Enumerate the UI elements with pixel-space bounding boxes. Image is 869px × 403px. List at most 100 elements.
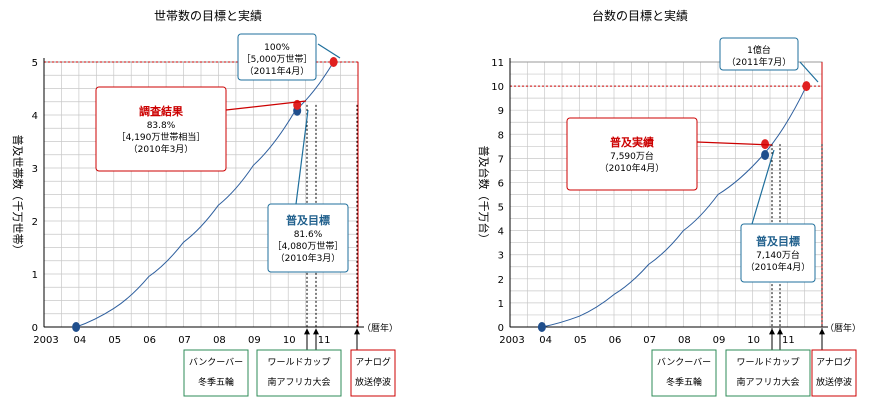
y-tick-label: 6: [498, 178, 504, 189]
x-tick-label: 2003: [499, 335, 524, 346]
x-tick-label: 07: [643, 335, 656, 346]
goal-callout-line: （2011年7月）: [727, 56, 792, 68]
x-tick-label: 07: [178, 335, 191, 346]
event-label: 冬季五輪: [666, 376, 702, 388]
y-tick-label: 11: [491, 58, 504, 69]
y-tick-label: 5: [32, 58, 38, 69]
y-axis-label: 普及世帯数（千万世帯）: [11, 135, 25, 256]
start-marker: [537, 322, 546, 332]
y-tick-label: 5: [498, 203, 504, 214]
target-callout: 普及目標 81.6%［4,080万世帯］（2010年3月）: [267, 109, 349, 273]
x-tick-label: 05: [108, 335, 121, 346]
event-label: アナログ: [355, 356, 391, 368]
x-tick-label: 10: [747, 335, 760, 346]
target-callout-line: 普及目標: [286, 213, 330, 227]
households-chart: 世帯数の目標と実績 0 1 2 3 4 5 2003 04 05 06 07 08 09 10 11 （暦年） 普…: [11, 8, 398, 397]
goal-marker: [329, 57, 338, 67]
survey-callout-pointer: [696, 141, 773, 146]
survey-callout-line: 普及実績: [610, 135, 654, 149]
target-marker: [761, 149, 770, 160]
x-unit-label: （暦年）: [362, 322, 398, 334]
y-tick-label: 1: [32, 270, 38, 281]
event-box-frame: [811, 349, 857, 397]
target-callout-line: 81.6%: [294, 230, 323, 240]
goal-callout-box: [719, 37, 799, 71]
event-label: アナログ: [816, 356, 852, 368]
survey-callout-line: （2010年3月）: [129, 143, 194, 155]
event-box-frame: [256, 349, 342, 397]
event-label: ワールドカップ: [736, 357, 799, 368]
y-tick-label: 10: [491, 82, 504, 93]
x-tick-label: 11: [318, 335, 331, 346]
target-callout-box: [267, 203, 349, 273]
y-tick-label: 9: [498, 106, 504, 117]
y-tick-label: 2: [498, 275, 504, 286]
event-box-frame: [651, 349, 717, 397]
goal-callout-line: 100%: [264, 43, 290, 53]
target-callout-line: 7,140万台: [756, 249, 800, 261]
series-line: [75, 61, 335, 328]
y-tick-label: 0: [498, 323, 504, 334]
x-tick-label: 11: [782, 335, 795, 346]
y-tick-label: 0: [32, 323, 38, 334]
event-label: バンクーバー: [657, 357, 711, 368]
event-label: 放送停波: [355, 376, 391, 388]
event-label: 放送停波: [816, 376, 852, 388]
x-tick-label: 06: [609, 335, 622, 346]
x-tick-label: 09: [713, 335, 726, 346]
survey-callout-pointer: [225, 100, 307, 111]
target-callout-line: （2010年3月）: [276, 252, 341, 264]
start-marker: [72, 322, 81, 332]
event-label: 南アフリカ大会: [267, 376, 330, 388]
x-tick-label: 2003: [33, 335, 58, 346]
event-box-frame: [183, 349, 249, 397]
target-callout-box: [740, 223, 816, 283]
y-tick-label: 8: [498, 130, 504, 141]
target-callout-pointer: [751, 149, 775, 225]
goal-callout-pointer: [799, 61, 819, 83]
x-tick-label: 05: [574, 335, 587, 346]
survey-callout-box: [95, 86, 227, 172]
grid: [509, 61, 823, 328]
chart-title: 世帯数の目標と実績: [154, 8, 262, 23]
target-callout-pointer: [295, 109, 309, 205]
x-tick-label: 10: [283, 335, 296, 346]
survey-callout-line: 7,590万台: [610, 150, 654, 162]
y-tick-label: 3: [498, 251, 504, 262]
survey-callout-line: （2010年4月）: [600, 162, 665, 174]
event-label: ワールドカップ: [267, 357, 330, 368]
y-tick-label: 7: [498, 154, 504, 165]
survey-callout-line: 83.8%: [147, 121, 176, 131]
goal-callout-line: ［5,000万世帯］: [242, 53, 313, 65]
survey-callout-box: [566, 117, 698, 191]
survey-callout: 調査結果 83.8%［4,190万世帯相当］（2010年3月）: [95, 86, 307, 172]
x-unit-label: （暦年）: [825, 322, 861, 334]
x-tick-label: 04: [74, 335, 87, 346]
survey-callout-line: 調査結果: [139, 104, 183, 118]
x-tick-label: 06: [143, 335, 156, 346]
x-tick-label: 09: [248, 335, 261, 346]
units-chart: 台数の目標と実績 0 1 2 3 4 5 6 7 8 9 10 11 2003 04 05 06 07 08 09 10…: [477, 8, 861, 397]
y-tick-label: 1: [498, 299, 504, 310]
event-label: 冬季五輪: [198, 376, 234, 388]
event-label: バンクーバー: [189, 357, 243, 368]
goal-callout-pointer: [317, 43, 341, 59]
y-tick-label: 4: [498, 227, 504, 238]
target-callout-line: ［4,080万世帯］: [273, 240, 344, 252]
goal-callout: 100%［5,000万世帯］（2011年4月）: [237, 33, 341, 81]
y-tick-label: 3: [32, 164, 38, 175]
goal-marker: [802, 81, 811, 92]
goal-callout-box: [237, 33, 317, 81]
target-callout-line: （2010年4月）: [746, 261, 811, 273]
target-callout-line: 普及目標: [756, 234, 800, 248]
chart-title: 台数の目標と実績: [592, 8, 688, 23]
y-tick-label: 2: [32, 217, 38, 228]
